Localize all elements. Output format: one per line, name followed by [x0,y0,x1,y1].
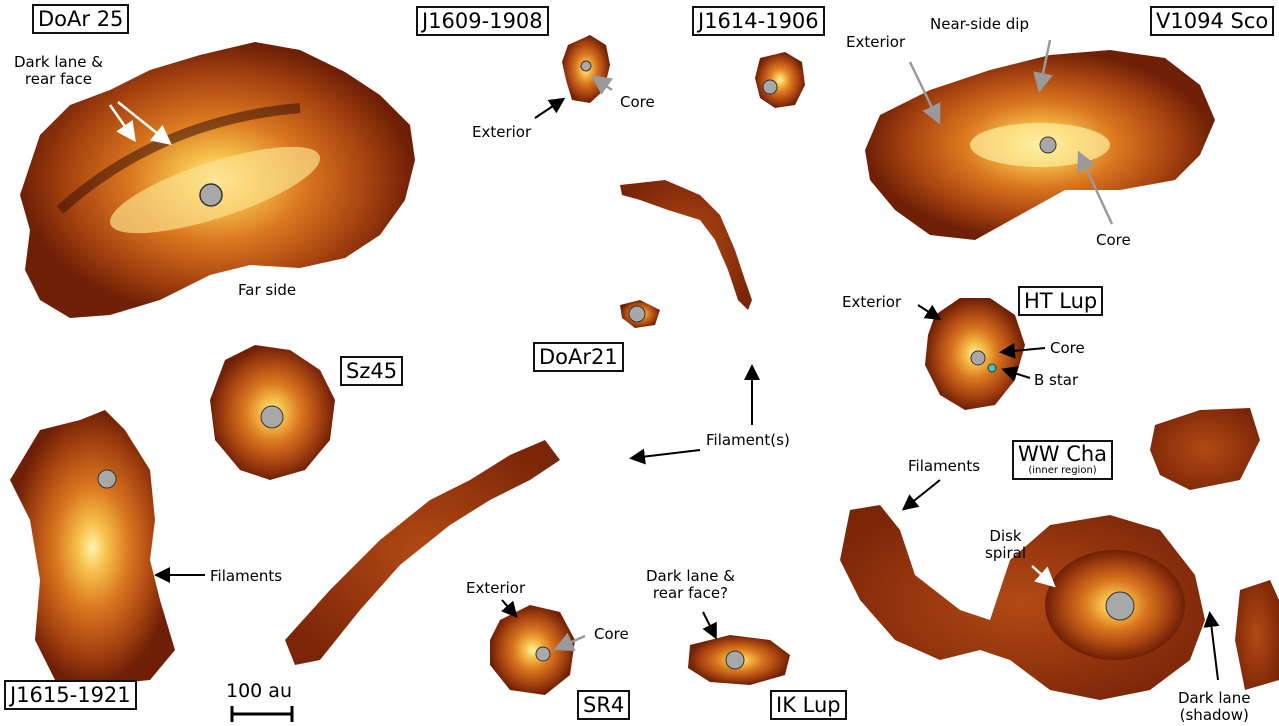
wwcha-darklane-annotation: Dark lane (shadow) [1178,690,1250,724]
doar21-star [628,305,646,323]
iklup-darklane-annotation: Dark lane & rear face? [646,568,735,602]
label-sz45: Sz45 [340,356,404,386]
sz45-star [260,405,284,429]
wwcha-subtitle: (inner region) [1028,465,1097,476]
sr4-exterior-annotation: Exterior [466,579,526,597]
j1615-disk [10,410,175,685]
v1094-nearside-arrow [1033,39,1053,93]
label-j1614: J1614-1906 [692,6,825,36]
wwcha-disk-arrow [1031,565,1056,588]
j1609-core-annotation: Core [620,93,655,111]
wwcha-disk-line1: Disk [989,527,1022,545]
htlup-core-arrow [999,342,1046,359]
j1615-filaments-annotation: Filaments [210,567,283,585]
label-doar21: DoAr21 [533,342,624,372]
sr4-core-arrow [553,632,586,652]
htlup-exterior-arrow [917,304,942,321]
label-j1615: J1615-1921 [4,680,137,710]
label-htlup: HT Lup [1018,286,1104,316]
wwcha-title: WW Cha [1018,442,1108,466]
filaments-center-annotation: Filament(s) [706,431,790,449]
v1094-star [1039,136,1057,154]
iklup-star [725,650,745,670]
wwcha-disk-annotation: Disk spiral [985,528,1026,562]
htlup-core-annotation: Core [1050,339,1085,357]
scale-bar-label: 100 au [226,680,292,702]
htlup-exterior-annotation: Exterior [842,293,902,311]
doar25-darklane-line2: rear face [24,70,93,88]
j1615-star [97,469,117,489]
wwcha-darklane-arrow [1203,611,1220,681]
doar25-arrow-1 [108,104,136,143]
filament-arrow-left [629,448,701,465]
iklup-arrow [702,611,717,640]
doar25-darklane-annotation: Dark lane & rear face [14,54,103,88]
v1094-nearside-annotation: Near-side dip [930,15,1029,33]
htlup-star [970,350,986,366]
wwcha-star [1105,591,1135,621]
sr4-disk [490,605,575,695]
label-wwcha: WW Cha (inner region) [1012,440,1114,480]
doar25-darklane-line1: Dark lane & [14,53,103,71]
label-j1609: J1609-1908 [416,6,549,36]
htlup-bstar-arrow [1001,366,1031,382]
doar25-star [199,183,223,207]
wwcha-filaments-arrow [901,479,941,511]
label-doar25: DoAr 25 [32,4,130,34]
label-iklup: IK Lup [770,690,847,720]
j1609-star [580,60,592,72]
sr4-star [535,646,551,662]
j1609-exterior-annotation: Exterior [472,123,532,141]
htlup-bstar [987,363,997,373]
v1094-core-annotation: Core [1096,231,1131,249]
wwcha-disk-line2: spiral [985,544,1027,562]
doar25-farside-annotation: Far side [238,281,297,299]
label-v1094: V1094 Sco [1150,6,1275,36]
doar21-filament [620,180,752,328]
iklup-darklane-line1: Dark lane & [646,567,735,585]
wwcha-filaments-annotation: Filaments [908,457,981,475]
j1609-exterior-arrow [534,97,566,119]
long-filament [285,440,560,665]
sr4-core-annotation: Core [594,625,629,643]
scale-bar [230,706,294,722]
sr4-exterior-arrow [501,599,518,619]
v1094-core-arrow [1077,150,1114,225]
iklup-darklane-line2: rear face? [652,584,729,602]
wwcha-darklane-line1: Dark lane [1178,689,1251,707]
v1094-exterior-arrow [908,61,941,125]
wwcha-darklane-line2: (shadow) [1179,706,1249,724]
htlup-bstar-annotation: B star [1034,371,1079,389]
j1614-disk [755,52,805,108]
j1614-star [762,79,778,95]
label-sr4: SR4 [577,690,631,720]
j1609-core-arrow [590,75,614,95]
doar25-arrow-2 [117,101,172,146]
v1094-exterior-annotation: Exterior [846,33,906,51]
